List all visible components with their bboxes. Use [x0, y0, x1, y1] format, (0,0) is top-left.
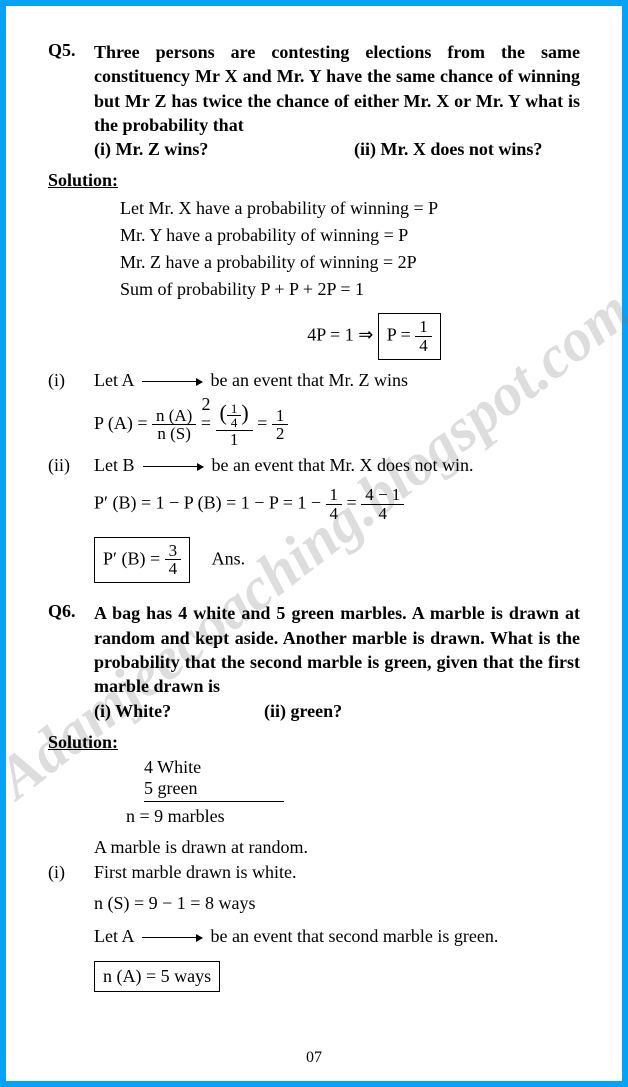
q6-box: n (A) = 5 ways: [94, 961, 220, 992]
arrow-icon: [142, 937, 202, 938]
q5-pa-frac3: 1 2: [272, 407, 289, 444]
q6-counts: 4 White 5 green n = 9 marbles: [144, 757, 284, 827]
q6-c3: n = 9 marbles: [126, 806, 284, 827]
q6-sub-ii: (ii) green?: [264, 701, 342, 722]
q5-pb-ans: Ans.: [212, 548, 246, 568]
q6-l2: First marble drawn is white.: [94, 862, 580, 883]
q5-line1: Let Mr. X have a probability of winning …: [120, 195, 580, 222]
q5-number: Q5.: [48, 40, 94, 137]
q5-line3: Mr. Z have a probability of winning = 2P: [120, 249, 580, 276]
q5-pa-den3: 2: [272, 425, 289, 443]
q6-l3: n (S) = 9 − 1 = 8 ways: [94, 893, 580, 914]
q6-c1: 4 White: [144, 757, 284, 778]
q5-pb-answer: P′ (B) = 3 4 Ans.: [94, 537, 580, 584]
divider-line: [144, 801, 284, 802]
q5-eq1-lhs: P =: [387, 325, 411, 345]
q6-l4a: Let A: [94, 926, 138, 946]
equals-sign-2: =: [257, 413, 272, 433]
q6-text: A bag has 4 white and 5 green marbles. A…: [94, 601, 580, 698]
q5-line2: Mr. Y have a probability of winning = P: [120, 222, 580, 249]
q5-pb-f1d: 4: [326, 505, 343, 523]
q5-sub-ii: (ii) Mr. X does not wins?: [354, 139, 542, 160]
q6-box-row: n (A) = 5 ways: [94, 961, 580, 992]
arrow-icon: [143, 466, 203, 467]
q5-pb-box-lhs: P′ (B) =: [103, 548, 160, 568]
q5-pb-boxn: 3: [165, 542, 182, 561]
q5-pb-f2n: 4 − 1: [361, 486, 404, 505]
q5-block: Q5. Three persons are contesting electio…: [48, 40, 580, 160]
q6-number: Q6.: [48, 601, 94, 698]
q5-pa-den1: n (S): [152, 425, 196, 443]
q5-pa-smallnum: 1: [227, 402, 242, 417]
q6-solution-heading: Solution:: [48, 732, 580, 753]
q5-part-ii-text: Let B be an event that Mr. X does not wi…: [94, 455, 580, 476]
q6-part-i: (i) First marble drawn is white.: [48, 862, 580, 883]
page-content: Q5. Three persons are contesting electio…: [6, 6, 622, 1012]
q5-part-i: (i) Let A be an event that Mr. Z wins: [48, 370, 580, 391]
q6-sub-i: (i) White?: [94, 701, 264, 722]
q5-pa-equation: P (A) = n (A) n (S) = 2 (14) 1 = 1 2: [94, 401, 580, 449]
q5-solution-heading: Solution:: [48, 170, 580, 191]
q6-l4: Let A be an event that second marble is …: [94, 926, 580, 947]
equals-sign: =: [201, 413, 216, 433]
q5-pa-den2: 1: [216, 431, 253, 449]
q5-part-i-label: (i): [48, 370, 94, 391]
q5-text: Three persons are contesting elections f…: [94, 40, 580, 137]
q6-l4b: be an event that second marble is green.: [211, 926, 499, 946]
q5-part-ii-a: Let B: [94, 455, 139, 475]
q6-subparts: (i) White? (ii) green?: [94, 701, 580, 722]
q5-pa-lhs: P (A) =: [94, 413, 147, 433]
q5-pa-num2: 2 (14): [216, 401, 253, 431]
q5-part-i-text: Let A be an event that Mr. Z wins: [94, 370, 580, 391]
q5-eq1-den: 4: [415, 337, 432, 355]
q5-part-ii: (ii) Let B be an event that Mr. X does n…: [48, 455, 580, 476]
q5-line4: Sum of probability P + P + 2P = 1: [120, 276, 580, 303]
q6-part-i-label: (i): [48, 862, 94, 883]
q5-pb-box: P′ (B) = 3 4: [94, 537, 190, 584]
q5-pb-eq: P′ (B) = 1 − P (B) = 1 − P = 1 −: [94, 492, 321, 512]
q5-pb-f1n: 1: [326, 486, 343, 505]
q5-pa-frac2: 2 (14) 1: [216, 401, 253, 449]
q5-eq1-box: P = 1 4: [378, 313, 441, 360]
q5-part-i-b: be an event that Mr. Z wins: [211, 370, 408, 390]
q5-pb-f1: 1 4: [326, 486, 343, 523]
arrow-icon: [142, 381, 202, 382]
q5-part-ii-label: (ii): [48, 455, 94, 476]
q5-part-ii-b: be an event that Mr. X does not win.: [212, 455, 474, 475]
q5-pa-num3: 1: [272, 407, 289, 426]
q5-pb-f2: 4 − 1 4: [361, 486, 404, 523]
q6-l1: A marble is drawn at random.: [94, 837, 580, 858]
q5-pb-boxd: 4: [165, 560, 182, 578]
q5-eq1: 4P = 1 ⇒ P = 1 4: [168, 313, 580, 360]
page-number: 07: [6, 1049, 622, 1067]
q5-pa-num1: n (A): [152, 407, 196, 426]
q5-pb-box-frac: 3 4: [165, 542, 182, 579]
q5-pb-equation: P′ (B) = 1 − P (B) = 1 − P = 1 − 1 4 = 4…: [94, 486, 580, 523]
q5-subparts: (i) Mr. Z wins? (ii) Mr. X does not wins…: [94, 139, 580, 160]
q5-sub-i: (i) Mr. Z wins?: [94, 139, 354, 160]
q5-eq1-num: 1: [415, 318, 432, 337]
q6-c2: 5 green: [144, 778, 284, 799]
q5-pb-f2d: 4: [361, 505, 404, 523]
q5-eq1-left: 4P = 1 ⇒: [307, 325, 373, 345]
q5-pa-frac1: n (A) n (S): [152, 407, 196, 444]
q5-part-i-a: Let A: [94, 370, 138, 390]
q5-pb-mid: =: [347, 492, 357, 512]
q6-block: Q6. A bag has 4 white and 5 green marble…: [48, 601, 580, 721]
q5-pa-cancel2: 2: [202, 395, 211, 414]
q5-pa-smallden: 4: [227, 416, 242, 430]
q5-eq1-frac: 1 4: [415, 318, 432, 355]
